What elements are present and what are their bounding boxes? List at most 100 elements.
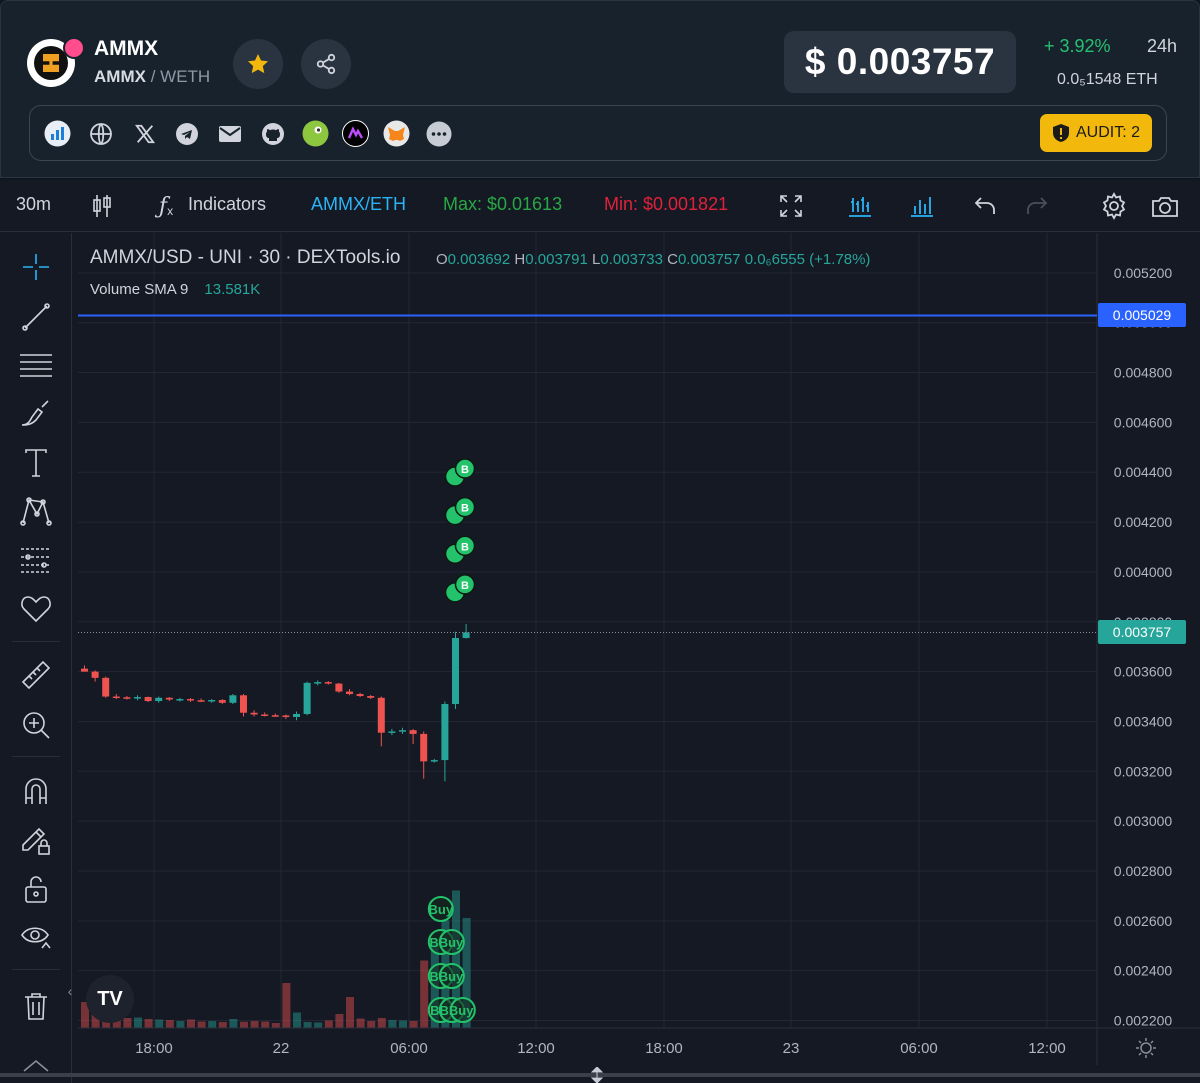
ruler-icon[interactable] [18,657,54,693]
y-tick-label: 0.002400 [1114,963,1173,979]
y-tick-label: 0.003600 [1114,664,1173,680]
volume-bar [165,1020,174,1028]
x-tick-label: 18:00 [135,1040,173,1057]
metamask-icon[interactable] [383,120,410,147]
volume-bar [271,1023,280,1028]
visibility-eye-icon[interactable] [18,919,54,955]
settings-gear-icon[interactable] [1100,192,1128,220]
candle-body [229,695,237,703]
brush-icon[interactable] [18,396,54,432]
y-tick-label: 0.002200 [1114,1013,1173,1029]
low-value: 0.003733 [600,251,663,268]
tradingview-logo[interactable]: TV [86,975,134,1023]
sun-icon[interactable] [1132,1034,1160,1062]
y-tick-label: 0.002600 [1114,913,1173,929]
price-eth: 0.0₅1548 ETH [1057,71,1158,88]
buy-execution-marker [449,997,476,1023]
candle-body [112,696,120,699]
fullscreen-icon[interactable] [777,192,805,220]
favorites-heart-icon[interactable] [18,591,54,627]
y-tick-label: 0.004000 [1114,564,1173,580]
horizontal-lines-icon[interactable] [18,347,54,383]
x-tick-label: 06:00 [390,1040,428,1057]
trash-icon[interactable] [18,988,54,1024]
candle-body [293,713,300,717]
undo-icon[interactable] [971,192,999,220]
x-icon[interactable] [131,120,158,147]
crosshair-icon[interactable] [18,249,54,285]
y-tick-label: 0.005200 [1114,265,1173,281]
candle-body [187,699,194,701]
more-icon[interactable] [425,120,452,147]
magnet-icon[interactable] [18,773,54,809]
collapse-toolbar-icon[interactable]: ‹ [67,983,73,999]
open-value: 0.003692 [447,251,511,268]
dextools-chart-icon[interactable] [44,120,71,147]
candle-body [282,715,290,717]
chart-grid [78,233,1097,1028]
dexscreener-icon[interactable] [342,120,369,147]
change-period: 24h [1147,36,1178,56]
camera-icon[interactable] [1151,192,1179,220]
github-icon[interactable] [259,120,286,147]
toolbar-divider [12,641,60,642]
chart-symbol-title: AMMX/USD - UNI · 30 · DEXTools.io [90,247,401,268]
expand-toolbar-icon[interactable] [18,1048,54,1083]
y-tick-label: 0.003400 [1114,713,1173,729]
volume-bar [293,1012,301,1028]
interval-selector[interactable]: 30m [16,194,52,214]
pattern-tool-icon[interactable] [18,493,54,529]
resize-handle[interactable] [0,1066,1200,1083]
telegram-icon[interactable] [173,120,200,147]
x-tick-label: 23 [783,1040,800,1057]
volume-bar [356,1018,365,1028]
candle-body [271,715,279,717]
candle-body [346,691,353,695]
volume-bar [187,1019,195,1028]
candle-body [123,697,131,699]
prediction-tool-icon[interactable] [18,542,54,578]
candle-body [240,695,247,713]
candle-body [356,694,364,697]
globe-icon[interactable] [87,120,114,147]
chart-style-bars-icon[interactable] [846,192,874,220]
trend-line-icon[interactable] [18,299,54,335]
volume-bar [452,890,460,1028]
zoom-in-icon[interactable] [18,707,54,743]
indicators-button[interactable]: Indicators [188,194,267,214]
candle-type-button[interactable] [88,192,116,220]
candle-body [218,700,226,703]
change-value: 0.0₆6555 (+1.78%) [744,251,871,268]
pair-button[interactable]: AMMX/ETH [311,194,407,214]
buy-marker [454,458,476,479]
pair-base: AMMX [94,67,146,86]
volume-value: 13.581K [204,281,261,298]
buy-execution-label: Buy [429,902,454,917]
drawing-toolbar: ‹ [0,233,72,1083]
coingecko-icon[interactable] [302,120,329,147]
social-links-bar [29,105,1167,161]
buy-execution-label: BBuy [429,935,464,950]
share-button[interactable] [301,39,351,89]
mail-icon[interactable] [216,120,243,147]
text-tool-icon[interactable] [18,445,54,481]
buy-marker [454,535,476,557]
candle-body [261,714,269,716]
y-tick-label: 0.002800 [1114,863,1173,879]
audit-label: AUDIT: 2 [1075,124,1140,141]
candles [81,624,470,782]
token-name: AMMX [94,37,159,60]
audit-badge[interactable]: AUDIT: 2 [1040,114,1152,152]
candle-body [367,696,375,698]
redo-icon[interactable] [1023,192,1051,220]
candle-body [388,731,396,733]
chart-style-volume-icon[interactable] [908,192,936,220]
x-tick-label: 12:00 [517,1040,555,1057]
lock-drawing-icon[interactable] [18,822,54,858]
favorite-button[interactable] [233,39,283,89]
unlock-icon[interactable] [18,871,54,907]
